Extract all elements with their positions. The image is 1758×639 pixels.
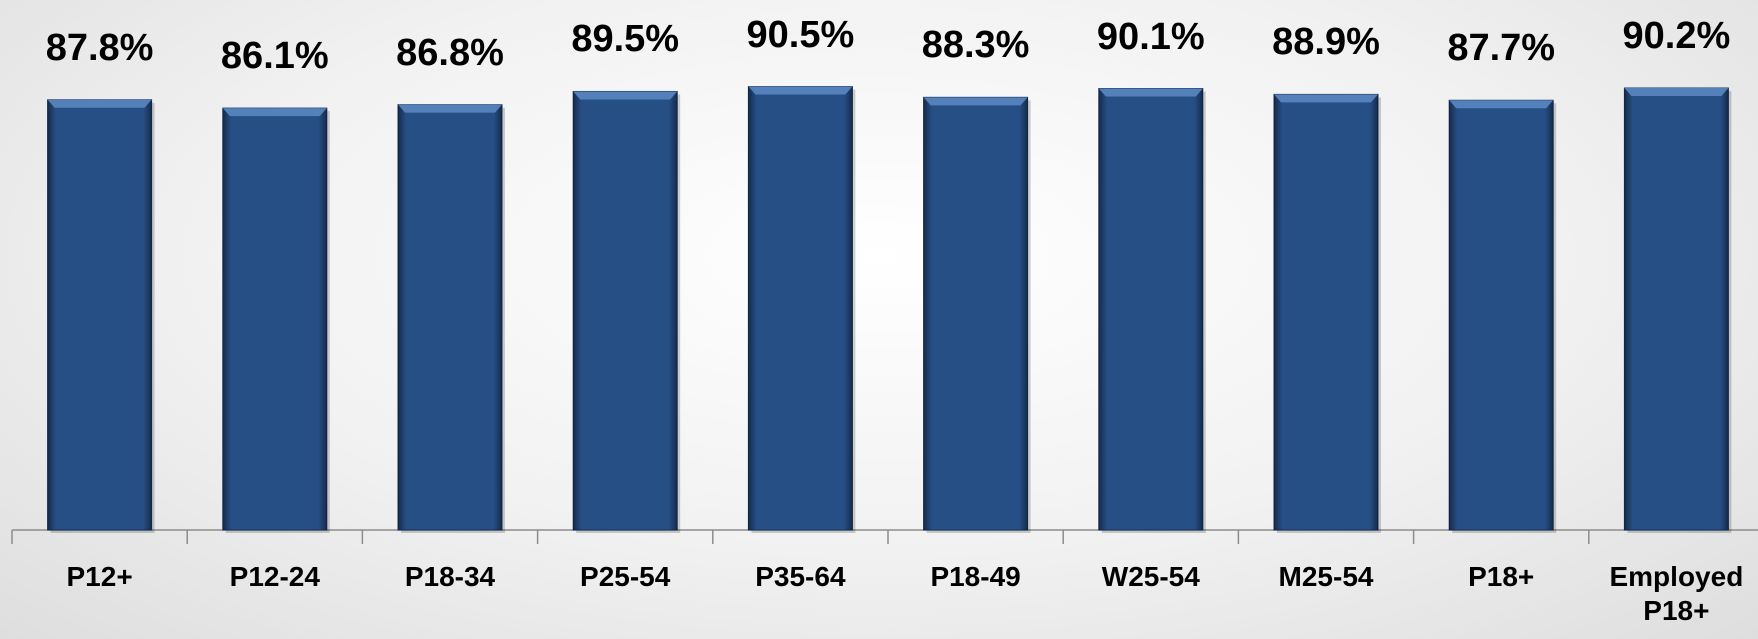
bar-edge [222, 108, 327, 531]
x-tick-label: P18-49 [930, 561, 1021, 592]
x-tick-label: P18-34 [404, 561, 496, 592]
bar-edge [398, 104, 502, 531]
x-tick-label: P12-24 [229, 561, 320, 592]
x-tick-label: M25-54 [1278, 561, 1374, 592]
bar-bevel [923, 97, 1028, 106]
bar-edge [1098, 88, 1203, 530]
x-tick-label: P25-54 [580, 561, 671, 592]
bar-bevel [47, 99, 152, 108]
bar-bevel [1624, 88, 1729, 97]
bar-bevel [748, 86, 853, 95]
bar-bevel [1098, 88, 1203, 97]
bar-edge [47, 99, 152, 530]
bar-bevel [1449, 100, 1554, 109]
x-tick-label: P12+ [66, 561, 133, 592]
value-label: 87.8% [45, 26, 154, 69]
value-label: 89.5% [571, 18, 680, 61]
x-tick-label: Employed P18+ [1609, 561, 1744, 626]
bar-bevel [222, 108, 327, 117]
x-tick-label: P18+ [1468, 561, 1535, 592]
bar-bevel [398, 104, 502, 113]
bar-edge [1274, 94, 1378, 530]
bar-edge [1449, 100, 1554, 531]
x-tick-label: W25-54 [1101, 561, 1200, 592]
bar-bevel [1274, 94, 1378, 103]
value-label: 87.7% [1447, 27, 1556, 70]
value-label: 86.1% [220, 35, 329, 78]
value-label: 90.5% [746, 13, 855, 56]
bar-bevel [573, 91, 678, 100]
bar-edge [573, 91, 678, 530]
bar-edge [923, 97, 1028, 530]
value-label: 88.9% [1272, 21, 1380, 64]
value-label: 88.3% [921, 24, 1030, 67]
bar-edge [748, 86, 853, 531]
x-tick-label: P35-64 [755, 561, 846, 592]
bar-edge [1624, 88, 1729, 531]
value-label: 90.2% [1622, 15, 1731, 58]
value-label: 86.8% [396, 31, 504, 74]
value-label: 90.1% [1096, 15, 1205, 58]
